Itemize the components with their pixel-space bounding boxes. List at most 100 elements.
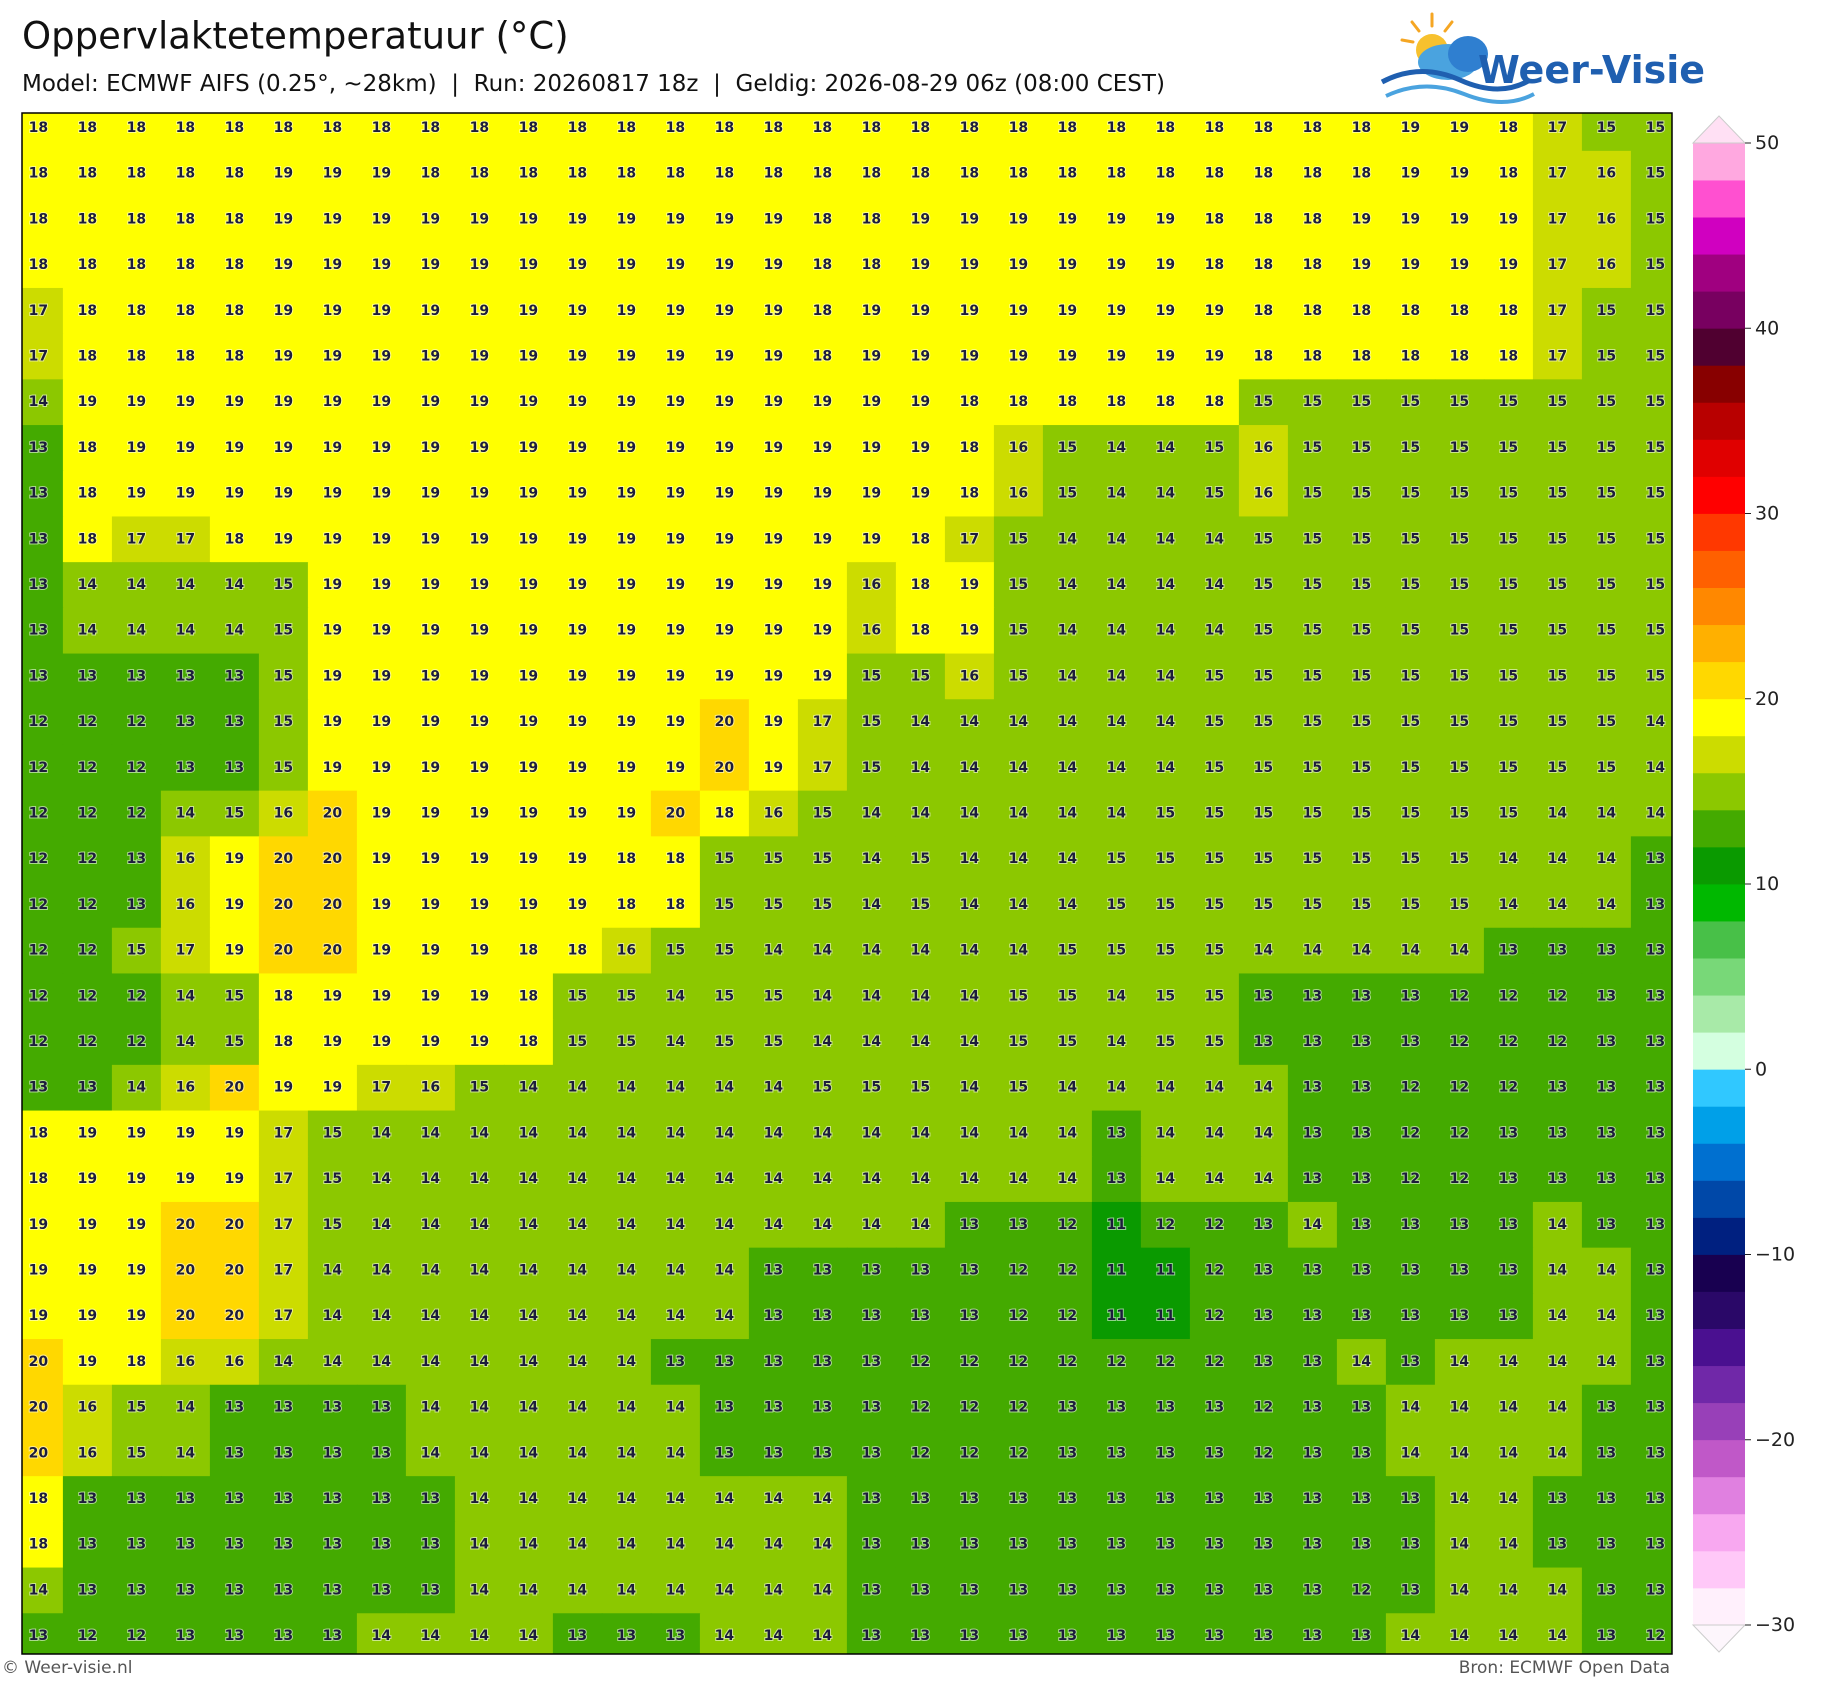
temperature-cell — [1091, 562, 1142, 609]
temperature-cell — [650, 379, 701, 426]
temperature-cell — [993, 1613, 1044, 1654]
temperature-cell — [1581, 836, 1632, 883]
temperature-label: 19 — [666, 531, 685, 547]
temperature-label: 18 — [960, 486, 979, 502]
temperature-label: 15 — [1107, 851, 1126, 867]
temperature-cell — [258, 1384, 309, 1431]
temperature-cell — [258, 1064, 309, 1112]
temperature-label: 12 — [78, 806, 97, 822]
temperature-label: 12 — [1401, 1171, 1420, 1187]
temperature-cell — [209, 1293, 260, 1340]
temperature-label: 19 — [617, 303, 636, 319]
temperature-cell — [62, 1521, 113, 1569]
temperature-label: 19 — [715, 531, 734, 547]
temperature-cell — [895, 333, 946, 380]
temperature-cell — [1581, 516, 1632, 563]
temperature-label: 11 — [1107, 1308, 1126, 1324]
temperature-cell — [405, 1201, 456, 1249]
temperature-label: 13 — [29, 623, 48, 639]
temperature-cell — [1434, 1156, 1485, 1203]
temperature-label: 13 — [862, 1400, 881, 1416]
temperature-cell — [846, 699, 897, 746]
temperature-cell — [503, 1521, 554, 1569]
temperature-label: 13 — [1254, 1308, 1273, 1324]
temperature-cell — [356, 425, 407, 472]
temperature-cell — [22, 287, 64, 335]
temperature-label: 15 — [1401, 623, 1420, 639]
temperature-cell — [111, 790, 162, 837]
temperature-label: 19 — [960, 211, 979, 227]
temperature-label: 13 — [764, 1400, 783, 1416]
temperature-label: 19 — [127, 1308, 146, 1324]
temperature-label: 15 — [1499, 806, 1518, 822]
temperature-cell — [160, 516, 211, 563]
temperature-label: 13 — [1303, 1354, 1322, 1370]
temperature-label: 13 — [274, 1628, 293, 1644]
temperature-cell — [846, 113, 897, 152]
temperature-cell — [111, 1476, 162, 1523]
temperature-cell — [1140, 744, 1191, 792]
temperature-cell — [111, 287, 162, 335]
temperature-label: 14 — [323, 1354, 343, 1370]
temperature-cell — [846, 1384, 897, 1431]
temperature-cell — [797, 1613, 848, 1654]
temperature-cell — [1042, 699, 1093, 746]
temperature-label: 19 — [470, 303, 489, 319]
temperature-cell — [62, 470, 113, 517]
temperature-label: 15 — [1254, 806, 1273, 822]
temperature-label: 15 — [1597, 668, 1616, 684]
temperature-cell — [160, 113, 211, 152]
temperature-cell — [111, 836, 162, 883]
temperature-label: 14 — [764, 1080, 784, 1096]
temperature-cell — [552, 1339, 603, 1386]
temperature-label: 14 — [1499, 1491, 1519, 1507]
temperature-label: 18 — [29, 1537, 48, 1553]
temperature-cell — [405, 1567, 456, 1614]
temperature-label: 14 — [862, 851, 882, 867]
temperature-label: 19 — [1156, 257, 1175, 273]
temperature-cell — [748, 470, 799, 517]
temperature-cell — [1140, 1567, 1191, 1614]
temperature-label: 19 — [274, 303, 293, 319]
temperature-label: 15 — [1156, 943, 1175, 959]
temperature-label: 13 — [176, 1491, 195, 1507]
temperature-cell — [699, 1201, 750, 1249]
temperature-label: 12 — [29, 714, 48, 730]
temperature-cell — [895, 927, 946, 974]
temperature-label: 19 — [372, 714, 391, 730]
temperature-label: 14 — [813, 943, 833, 959]
temperature-cell — [1532, 1110, 1583, 1157]
temperature-label: 19 — [323, 1080, 342, 1096]
temperature-label: 18 — [666, 897, 685, 913]
temperature-cell — [601, 1567, 652, 1614]
temperature-label: 15 — [1548, 394, 1567, 410]
temperature-cell — [650, 882, 701, 929]
temperature-cell — [699, 562, 750, 609]
temperature-cell — [1336, 790, 1387, 837]
temperature-label: 18 — [568, 166, 587, 182]
temperature-cell — [1287, 379, 1338, 426]
temperature-cell — [944, 1201, 995, 1249]
temperature-label: 18 — [1156, 166, 1175, 182]
temperature-cell — [1091, 836, 1142, 883]
temperature-label: 15 — [1254, 531, 1273, 547]
temperature-cell — [1483, 1521, 1534, 1569]
temperature-cell — [503, 1247, 554, 1294]
temperature-label: 14 — [1058, 760, 1078, 776]
temperature-cell — [1581, 379, 1632, 426]
temperature-cell — [699, 973, 750, 1020]
temperature-cell — [895, 699, 946, 746]
temperature-cell — [503, 287, 554, 335]
temperature-label: 11 — [1156, 1308, 1175, 1324]
temperature-cell — [1287, 1064, 1338, 1112]
temperature-cell — [1434, 1201, 1485, 1249]
temperature-label: 18 — [715, 166, 734, 182]
temperature-label: 14 — [1156, 714, 1176, 730]
temperature-label: 15 — [127, 1445, 146, 1461]
temperature-label: 19 — [568, 760, 587, 776]
temperature-label: 15 — [1205, 1034, 1224, 1050]
temperature-label: 15 — [1352, 394, 1371, 410]
temperature-label: 13 — [1548, 1080, 1567, 1096]
temperature-cell — [1532, 1384, 1583, 1431]
temperature-cell — [944, 1567, 995, 1614]
